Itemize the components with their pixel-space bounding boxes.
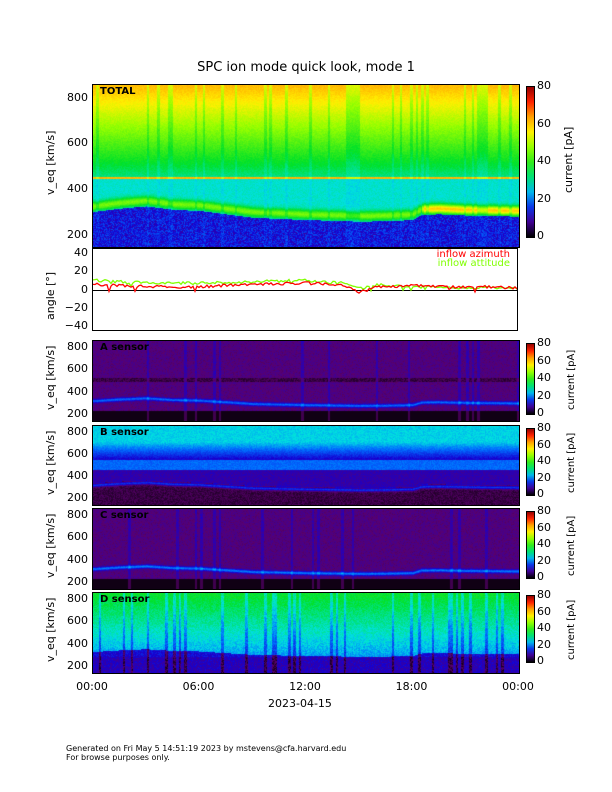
d-sensor-colorbar-tick: 40 — [537, 621, 551, 634]
angle-plot — [92, 248, 518, 331]
d-sensor-spectrogram — [92, 592, 520, 674]
total-colorbar-tick: 40 — [537, 154, 551, 167]
total-panel-label: TOTAL — [100, 86, 136, 97]
total-colorbar-label: current [pA] — [562, 126, 575, 193]
b-sensor-colorbar-tick: 40 — [537, 454, 551, 467]
b-sensor-ytick: 800 — [67, 424, 88, 438]
angle-ytick: −40 — [64, 319, 88, 333]
b-sensor-ytick: 600 — [67, 446, 88, 460]
total-ytick: 800 — [67, 90, 88, 104]
total-colorbar-tick: 60 — [537, 116, 551, 130]
a-sensor-ytick: 600 — [67, 362, 88, 376]
b-sensor-ytick: 400 — [67, 469, 88, 483]
footer-browse: For browse purposes only. — [66, 753, 170, 762]
a-sensor-spectrogram — [92, 340, 520, 422]
x-tick-label: 18:00 — [395, 680, 428, 693]
x-tick-label: 12:00 — [289, 680, 321, 693]
angle-ytick: 20 — [74, 264, 88, 278]
total-colorbar-tick: 80 — [537, 79, 551, 92]
b-sensor-colorbar-tick: 60 — [537, 437, 551, 451]
d-sensor-panel-label: D sensor — [100, 594, 150, 605]
d-sensor-ytick: 600 — [67, 614, 88, 628]
d-sensor-ylabel: v_eq [km/s] — [44, 597, 57, 662]
angle-ytick: 40 — [74, 245, 88, 259]
total-ytick: 400 — [67, 181, 88, 195]
b-sensor-colorbar-label: current [pA] — [566, 432, 577, 493]
total-ytick: 600 — [67, 136, 88, 150]
c-sensor-ytick: 600 — [67, 530, 88, 544]
a-sensor-colorbar-tick: 80 — [537, 336, 551, 349]
a-sensor-ytick: 800 — [67, 339, 88, 353]
d-sensor-colorbar-tick: 0 — [537, 654, 544, 667]
x-tick-label: 06:00 — [182, 680, 215, 693]
total-colorbar — [526, 86, 535, 238]
a-sensor-ylabel: v_eq [km/s] — [44, 345, 57, 410]
c-sensor-ytick: 400 — [67, 552, 88, 566]
footer-generated: Generated on Fri May 5 14:51:19 2023 by … — [66, 744, 347, 753]
a-sensor-ytick: 400 — [67, 384, 88, 398]
b-sensor-panel-label: B sensor — [100, 427, 149, 438]
d-sensor-colorbar-tick: 60 — [537, 604, 551, 618]
c-sensor-spectrogram — [92, 508, 520, 590]
angle-ytick: 0 — [81, 282, 88, 296]
b-sensor-colorbar-tick: 80 — [537, 421, 551, 434]
c-sensor-colorbar-tick: 80 — [537, 504, 551, 517]
c-sensor-ylabel: v_eq [km/s] — [44, 513, 57, 578]
a-sensor-ytick: 200 — [67, 407, 88, 421]
a-sensor-colorbar-tick: 20 — [537, 388, 551, 402]
c-sensor-colorbar-tick: 40 — [537, 537, 551, 550]
a-sensor-colorbar-tick: 0 — [537, 406, 544, 419]
b-sensor-colorbar-tick: 0 — [537, 487, 544, 500]
c-sensor-ytick: 200 — [67, 575, 88, 589]
b-sensor-colorbar-tick: 20 — [537, 470, 551, 484]
b-sensor-ytick: 200 — [67, 491, 88, 505]
d-sensor-ytick: 200 — [67, 659, 88, 673]
a-sensor-colorbar — [526, 343, 535, 415]
c-sensor-colorbar-tick: 20 — [537, 553, 551, 567]
a-sensor-colorbar-tick: 40 — [537, 371, 551, 384]
c-sensor-colorbar — [526, 511, 535, 579]
b-sensor-ylabel: v_eq [km/s] — [44, 430, 57, 495]
total-spectrogram — [92, 84, 520, 248]
b-sensor-spectrogram — [92, 425, 520, 506]
c-sensor-colorbar-label: current [pA] — [566, 515, 577, 576]
total-colorbar-tick: 0 — [537, 229, 544, 242]
angle-ylabel: angle [°] — [44, 271, 57, 320]
angle-ytick: −20 — [64, 300, 88, 314]
x-tick-label: 00:00 — [502, 680, 534, 693]
b-sensor-colorbar — [526, 428, 535, 496]
x-tick-label: 00:00 — [76, 680, 108, 693]
date-label: 2023-04-15 — [268, 697, 332, 710]
legend-inflow-azimuth: inflow azimuth — [436, 249, 510, 260]
figure-title: SPC ion mode quick look, mode 1 — [197, 60, 415, 75]
c-sensor-ytick: 800 — [67, 507, 88, 521]
d-sensor-colorbar-tick: 80 — [537, 588, 551, 601]
total-ylabel: v_eq [km/s] — [44, 130, 57, 195]
c-sensor-colorbar-tick: 0 — [537, 570, 544, 583]
d-sensor-colorbar-label: current [pA] — [566, 599, 577, 660]
total-ytick: 200 — [67, 227, 88, 241]
d-sensor-colorbar-tick: 20 — [537, 637, 551, 651]
a-sensor-panel-label: A sensor — [100, 342, 149, 353]
c-sensor-panel-label: C sensor — [100, 510, 149, 521]
d-sensor-ytick: 800 — [67, 591, 88, 605]
d-sensor-ytick: 400 — [67, 636, 88, 650]
total-colorbar-tick: 20 — [537, 191, 551, 205]
a-sensor-colorbar-tick: 60 — [537, 353, 551, 367]
c-sensor-colorbar-tick: 60 — [537, 520, 551, 534]
legend-inflow-attitude: inflow attitude — [437, 258, 510, 269]
d-sensor-colorbar — [526, 595, 535, 663]
series-inflow-azimuth — [93, 281, 517, 294]
a-sensor-colorbar-label: current [pA] — [566, 349, 577, 410]
